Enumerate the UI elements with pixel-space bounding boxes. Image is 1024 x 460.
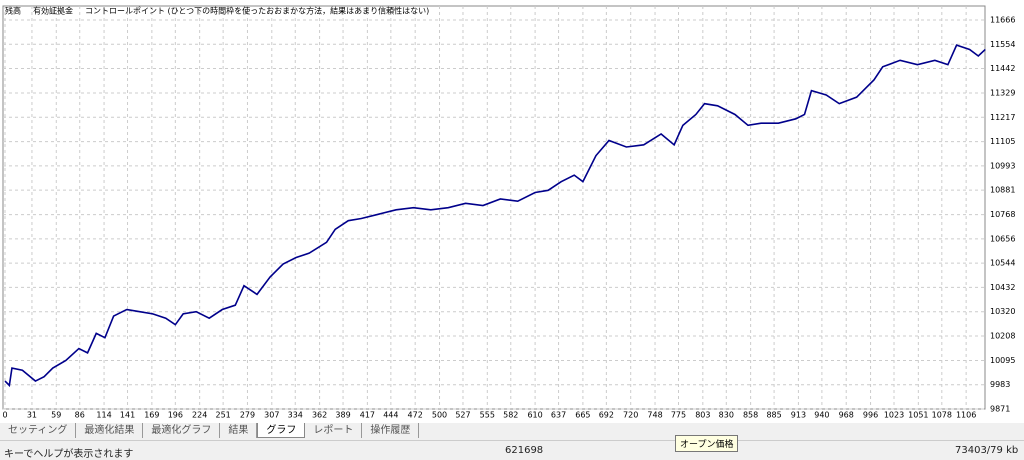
x-tick-label: 637 — [551, 411, 566, 420]
x-tick-label: 692 — [599, 411, 614, 420]
x-tick-label: 1078 — [932, 411, 952, 420]
x-tick-label: 251 — [215, 411, 230, 420]
x-tick-label: 417 — [360, 411, 375, 420]
x-tick-label: 196 — [168, 411, 183, 420]
x-tick-label: 527 — [455, 411, 470, 420]
y-tick-label: 10432 — [990, 283, 1015, 292]
x-tick-label: 279 — [240, 411, 255, 420]
tab[interactable]: セッティング — [0, 423, 77, 438]
plot-frame — [2, 5, 986, 410]
y-tick-label: 10768 — [990, 210, 1015, 219]
tab[interactable]: 操作履歴 — [362, 423, 420, 438]
x-tick-label: 555 — [480, 411, 495, 420]
x-tick-label: 141 — [120, 411, 135, 420]
x-tick-label: 169 — [144, 411, 159, 420]
x-tick-label: 913 — [791, 411, 806, 420]
x-tick-label: 610 — [527, 411, 542, 420]
x-tick-label: 224 — [192, 411, 207, 420]
y-tick-label: 11105 — [990, 137, 1015, 146]
x-tick-label: 940 — [814, 411, 829, 420]
x-tick-label: 1051 — [908, 411, 928, 420]
tab-bar: セッティング 最適化結果 最適化グラフ 結果 グラフ レポート 操作履歴 — [0, 423, 1024, 438]
x-tick-label: 720 — [623, 411, 638, 420]
x-tick-label: 334 — [288, 411, 303, 420]
y-tick-label: 11666 — [990, 16, 1015, 25]
legend-entry: 有効証拠金 — [33, 6, 73, 16]
x-tick-label: 0 — [2, 411, 7, 420]
x-tick-label: 114 — [96, 411, 111, 420]
y-tick-label: 10208 — [990, 331, 1015, 340]
y-tick-label: 10320 — [990, 307, 1015, 316]
x-tick-label: 59 — [51, 411, 61, 420]
tab[interactable]: グラフ — [257, 423, 306, 438]
x-tick-label: 86 — [75, 411, 85, 420]
tab[interactable]: 結果 — [220, 423, 258, 438]
x-tick-label: 389 — [335, 411, 350, 420]
tab[interactable]: 最適化グラフ — [143, 423, 221, 438]
help-text: キーでヘルプが表示されます — [4, 449, 134, 460]
tooltip: オープン価格 — [675, 435, 739, 452]
status-code: 621698 — [505, 445, 544, 456]
x-tick-label: 1023 — [884, 411, 904, 420]
y-tick-label: 10656 — [990, 234, 1015, 243]
x-tick-label: 362 — [312, 411, 327, 420]
tab[interactable]: 最適化結果 — [76, 423, 144, 438]
x-tick-label: 968 — [839, 411, 854, 420]
x-tick-label: 775 — [671, 411, 686, 420]
tab[interactable]: レポート — [305, 423, 363, 438]
x-tick-label: 665 — [575, 411, 590, 420]
y-tick-label: 9871 — [990, 405, 1010, 414]
y-tick-label: 10095 — [990, 356, 1015, 365]
memory: 73403/79 kb — [955, 445, 1019, 456]
y-tick-label: 9983 — [990, 380, 1010, 389]
chart: 11666 11554 11442 11329 11217 11105 10993 10881… — [0, 0, 1024, 423]
x-tick-label: 307 — [264, 411, 279, 420]
x-tick-label: 31 — [27, 411, 37, 420]
status-bar: キーでヘルプが表示されます 621698 73403/79 kb — [0, 440, 1024, 460]
x-tick-label: 444 — [383, 411, 398, 420]
x-tick-label: 472 — [408, 411, 423, 420]
y-tick-label: 10993 — [990, 161, 1015, 170]
x-tick-label: 748 — [647, 411, 662, 420]
x-tick-label: 830 — [719, 411, 734, 420]
legend-entry: コントロールポイント (ひとつ下の時間枠を使ったおおまかな方法，結果はあまり信頼… — [85, 6, 429, 16]
y-tick-label: 10881 — [990, 186, 1015, 195]
x-tick-label: 1106 — [956, 411, 976, 420]
y-tick-label: 11442 — [990, 64, 1015, 73]
x-tick-label: 582 — [503, 411, 518, 420]
y-tick-label: 10544 — [990, 259, 1015, 268]
x-tick-label: 803 — [695, 411, 710, 420]
y-tick-label: 11217 — [990, 113, 1015, 122]
x-tick-label: 858 — [743, 411, 758, 420]
y-tick-label: 11329 — [990, 89, 1015, 98]
balance-line — [4, 44, 986, 388]
legend-entry: 残高 — [5, 6, 21, 16]
x-tick-label: 500 — [432, 411, 447, 420]
y-tick-label: 11554 — [990, 40, 1015, 49]
x-tick-label: 885 — [766, 411, 781, 420]
x-tick-label: 996 — [863, 411, 878, 420]
